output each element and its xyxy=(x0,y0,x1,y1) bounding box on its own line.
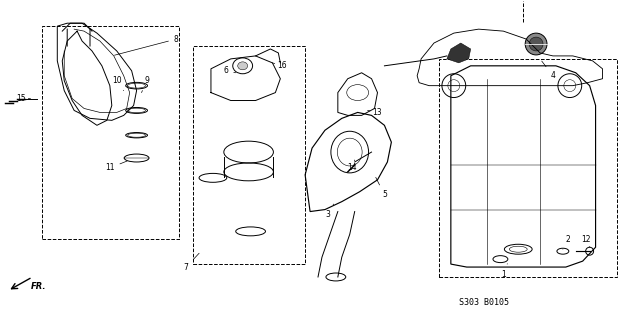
Ellipse shape xyxy=(529,37,543,51)
Bar xyxy=(42,26,179,239)
Text: 6: 6 xyxy=(223,66,235,75)
Text: 7: 7 xyxy=(184,253,199,272)
Text: 2: 2 xyxy=(563,235,570,249)
Text: 8: 8 xyxy=(114,35,179,55)
Bar xyxy=(439,59,618,277)
Polygon shape xyxy=(447,43,471,63)
Text: 11: 11 xyxy=(105,161,127,172)
Text: 13: 13 xyxy=(367,108,382,117)
Text: 10: 10 xyxy=(112,76,124,91)
Text: 14: 14 xyxy=(347,160,357,172)
Text: 5: 5 xyxy=(376,177,387,199)
Text: 16: 16 xyxy=(272,61,287,70)
Text: FR.: FR. xyxy=(31,282,46,291)
Text: S303 B0105: S303 B0105 xyxy=(459,298,508,307)
Text: 9: 9 xyxy=(142,76,149,92)
Text: 3: 3 xyxy=(325,204,334,219)
Text: 1: 1 xyxy=(501,264,507,278)
Text: 4: 4 xyxy=(542,61,556,80)
Text: 15: 15 xyxy=(16,94,31,103)
Text: 12: 12 xyxy=(581,235,590,247)
Ellipse shape xyxy=(525,33,547,55)
Ellipse shape xyxy=(238,62,248,70)
Bar xyxy=(193,46,305,264)
